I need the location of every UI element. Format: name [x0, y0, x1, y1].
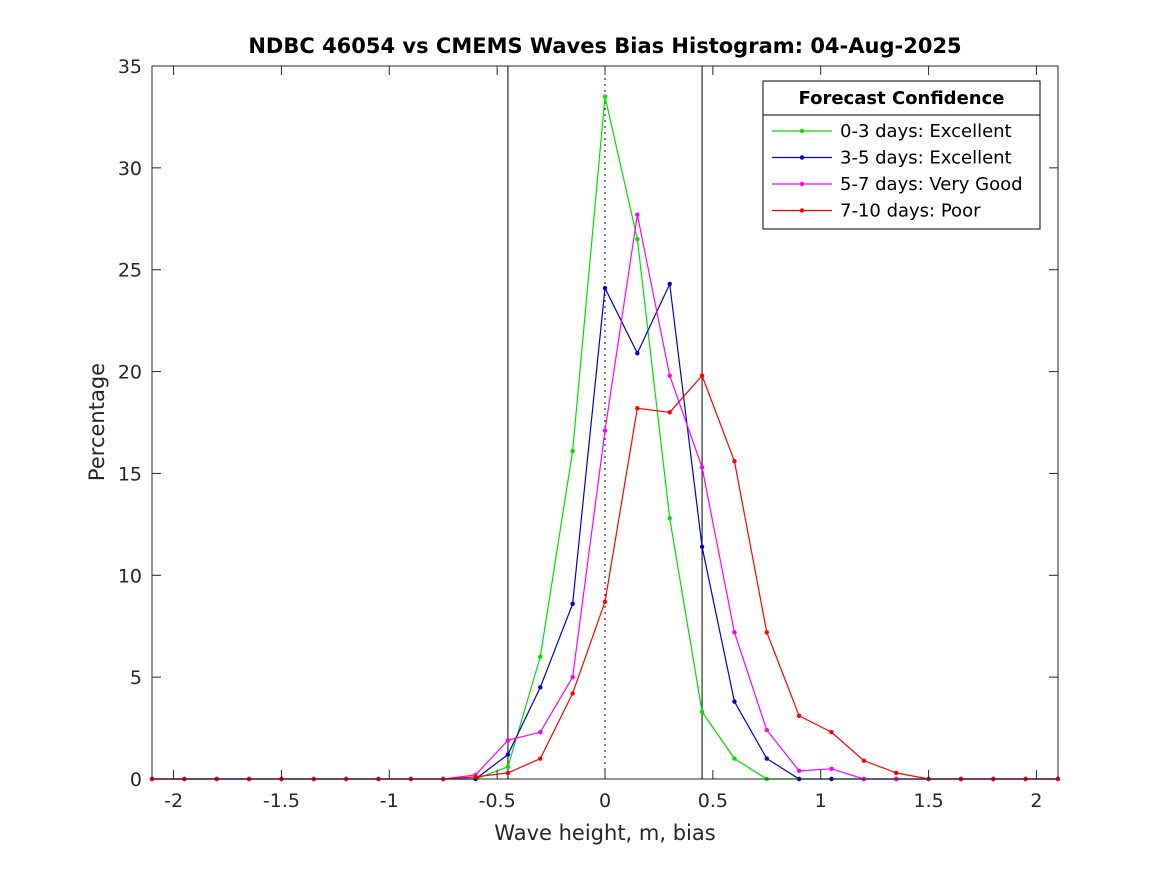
- data-point-3-10: [473, 774, 478, 780]
- legend-box: [762, 80, 1041, 230]
- y-tick-label: 35: [118, 56, 142, 78]
- data-point-0-13: [570, 448, 575, 454]
- legend-entry-2: 5-7 days: Very Good: [840, 174, 1023, 195]
- data-point-2-13: [570, 674, 575, 680]
- legend-entry-0: 0-3 days: Excellent: [840, 121, 1012, 142]
- data-point-1-12: [538, 685, 543, 690]
- data-point-3-20: [796, 713, 802, 719]
- data-point-2-11: [505, 738, 511, 743]
- data-point-1-16: [667, 281, 672, 287]
- legend-entry-3: 7-10 days: Poor: [840, 201, 981, 222]
- legend: Forecast Confidence 0-3 days: Excellent 3-…: [762, 80, 1041, 230]
- data-point-3-22: [861, 758, 867, 763]
- x-tick-label: 0: [599, 790, 611, 812]
- chart-title: NDBC 46054 vs CMEMS Waves Bias Histogram…: [248, 34, 961, 58]
- data-point-2-15: [635, 212, 640, 217]
- data-point-0-11: [505, 764, 511, 769]
- data-point-3-21: [829, 729, 834, 735]
- legend-title: Forecast Confidence: [799, 88, 1005, 109]
- y-tick-label: 5: [130, 667, 142, 689]
- legend-swatch-marker-3: [799, 208, 805, 213]
- x-tick-label: 0.5: [698, 790, 728, 812]
- data-point-2-21: [829, 766, 834, 772]
- data-point-0-15: [635, 236, 640, 242]
- data-point-1-13: [570, 601, 575, 607]
- data-point-3-17: [699, 373, 705, 378]
- data-point-3-19: [764, 630, 769, 635]
- data-point-3-18: [732, 459, 737, 464]
- data-point-3-14: [602, 599, 608, 604]
- y-tick-label: 10: [118, 565, 142, 587]
- data-point-1-17: [699, 544, 705, 549]
- data-point-2-17: [699, 465, 705, 470]
- data-point-3-13: [570, 691, 575, 696]
- legend-entry-1: 3-5 days: Excellent: [840, 148, 1012, 169]
- x-tick-label: 1.5: [913, 790, 943, 812]
- data-point-1-11: [505, 752, 511, 757]
- y-tick-label: 30: [118, 158, 142, 180]
- legend-swatch-marker-0: [799, 128, 805, 134]
- data-point-0-17: [699, 709, 705, 714]
- data-point-0-12: [538, 654, 543, 659]
- y-tick-label: 25: [118, 260, 142, 282]
- data-point-1-19: [764, 756, 769, 761]
- x-tick-label: -2: [164, 790, 183, 812]
- data-point-2-18: [732, 630, 737, 635]
- data-point-3-15: [635, 406, 640, 411]
- legend-swatch-marker-2: [799, 181, 805, 187]
- x-tick-label: -0.5: [479, 790, 516, 812]
- reference-lines: [507, 66, 703, 779]
- data-point-0-16: [667, 516, 672, 521]
- y-axis-label: Percentage: [85, 363, 109, 481]
- data-point-2-20: [796, 768, 802, 774]
- data-point-3-16: [667, 410, 672, 415]
- data-point-2-14: [602, 428, 608, 433]
- data-point-2-12: [538, 729, 543, 735]
- x-tick-label: 1: [815, 790, 827, 812]
- data-point-0-14: [602, 94, 608, 99]
- data-point-1-15: [635, 351, 640, 356]
- data-point-1-18: [732, 699, 737, 704]
- data-point-0-18: [732, 756, 737, 761]
- y-tick-label: 20: [118, 362, 142, 384]
- x-tick-label: -1.5: [263, 790, 300, 812]
- x-tick-label: 2: [1030, 790, 1042, 812]
- data-point-3-12: [538, 756, 543, 761]
- x-axis-label: Wave height, m, bias: [494, 821, 715, 845]
- data-point-2-19: [764, 727, 769, 733]
- data-point-1-14: [602, 285, 608, 291]
- x-tick-label: -1: [380, 790, 399, 812]
- data-point-2-16: [667, 373, 672, 378]
- y-tick-label: 0: [130, 769, 142, 791]
- data-point-3-23: [894, 770, 899, 776]
- y-tick-label: 15: [118, 463, 142, 485]
- data-point-3-11: [505, 770, 511, 776]
- legend-swatch-marker-1: [799, 155, 805, 160]
